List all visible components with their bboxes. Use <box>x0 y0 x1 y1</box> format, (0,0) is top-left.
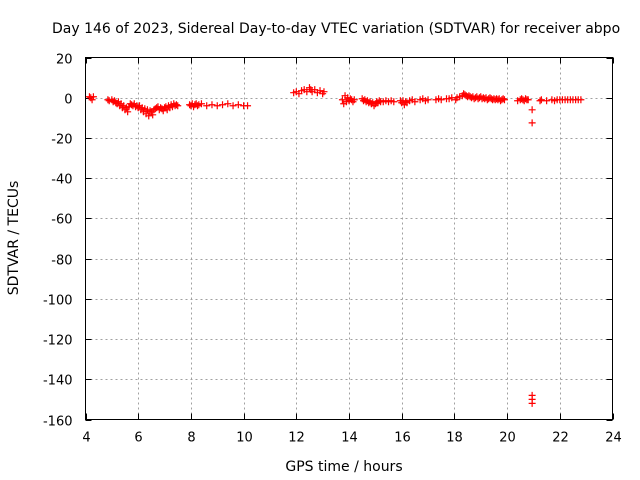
data-point <box>146 107 154 115</box>
data-point <box>528 399 536 407</box>
x-axis-label: GPS time / hours <box>285 459 402 475</box>
data-point <box>499 95 507 103</box>
data-point <box>172 101 180 109</box>
data-point <box>224 100 232 108</box>
data-point <box>149 111 157 119</box>
x-tick-label: 6 <box>134 431 142 446</box>
data-point <box>536 97 544 105</box>
data-point <box>197 100 205 108</box>
x-tick-label: 16 <box>394 431 411 446</box>
data-point <box>244 102 252 110</box>
x-tick-label: 14 <box>341 431 358 446</box>
y-tick-label: -40 <box>51 173 72 188</box>
data-point <box>338 96 346 104</box>
data-point <box>193 102 201 110</box>
data-point <box>234 101 242 109</box>
y-tick-label: -160 <box>43 415 73 430</box>
data-point <box>145 112 153 120</box>
data-point <box>229 102 237 110</box>
y-tick-label: -140 <box>43 374 73 389</box>
x-tick-label: 10 <box>236 431 253 446</box>
data-point <box>88 96 96 104</box>
x-tick-label: 12 <box>288 431 305 446</box>
y-tick-label: -60 <box>51 213 72 228</box>
y-tick-label: 20 <box>56 53 73 68</box>
x-tick-label: 22 <box>552 431 569 446</box>
x-tick-label: 4 <box>82 431 90 446</box>
data-point <box>124 108 132 116</box>
data-point <box>528 106 536 114</box>
y-axis-label: SDTVAR / TECUs <box>6 181 22 296</box>
data-point <box>411 98 419 106</box>
axis-ticks <box>85 57 614 421</box>
data-point <box>159 107 167 115</box>
data-point <box>174 102 182 110</box>
data-point <box>402 98 410 106</box>
x-tick-label: 18 <box>446 431 463 446</box>
x-tick-label: 24 <box>605 431 622 446</box>
data-point <box>524 96 532 104</box>
data-point <box>208 101 216 109</box>
y-tick-label: -120 <box>43 334 73 349</box>
data-point <box>390 98 398 106</box>
tick-labels: 4 6 8 10 12 14 16 18 20 22 24 20 0 -20 -40 -60 -80 -100 -1… <box>43 53 622 446</box>
data-point <box>500 96 508 104</box>
y-tick-label: -100 <box>43 294 73 309</box>
data-point <box>219 101 227 109</box>
data-point <box>350 96 358 104</box>
chart-title: Day 146 of 2023, Sidereal Day-to-day VTE… <box>52 21 620 37</box>
data-point <box>577 96 585 104</box>
data-point <box>203 102 211 110</box>
data-point <box>424 96 432 104</box>
data-point <box>528 119 536 127</box>
plot-frame <box>85 57 613 420</box>
y-tick-label: -80 <box>51 254 72 269</box>
data-points <box>85 84 585 407</box>
data-point <box>437 96 445 104</box>
data-point <box>320 88 328 96</box>
data-point <box>543 97 551 105</box>
data-point <box>89 93 97 101</box>
y-tick-label: -20 <box>51 133 72 148</box>
grid-lines <box>85 57 613 420</box>
x-tick-label: 20 <box>499 431 516 446</box>
x-tick-label: 8 <box>187 431 195 446</box>
data-point <box>375 97 383 105</box>
y-tick-label: 0 <box>64 93 72 108</box>
data-point <box>213 102 221 110</box>
data-point <box>537 96 545 104</box>
